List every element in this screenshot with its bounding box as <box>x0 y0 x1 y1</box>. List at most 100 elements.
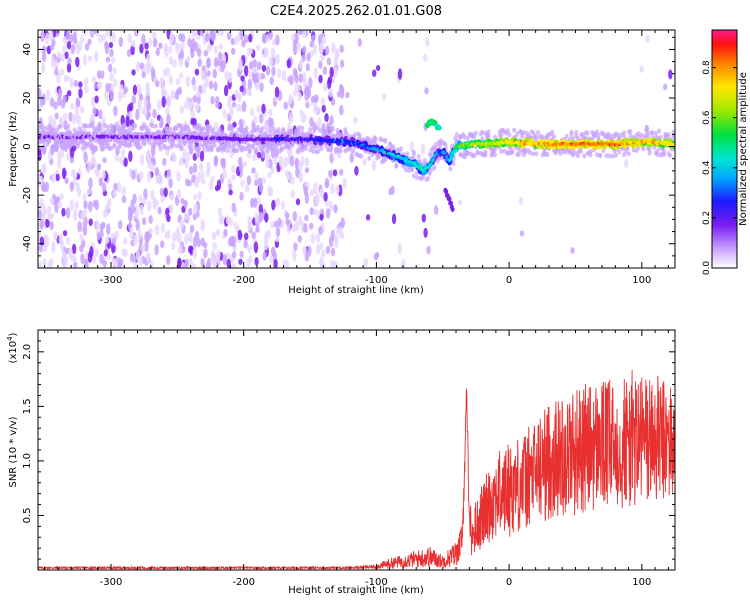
ridge-halo <box>91 125 96 131</box>
ridge-halo <box>271 145 276 151</box>
noise-speckle <box>94 248 99 257</box>
noise-speckle <box>49 97 55 108</box>
noise-speckle <box>381 93 387 101</box>
noise-speckle <box>101 182 107 193</box>
ridge-halo <box>223 143 228 149</box>
noise-speckle <box>151 31 157 40</box>
noise-speckle <box>77 221 82 233</box>
ridge-halo <box>343 127 348 133</box>
noise-speckle <box>105 30 110 37</box>
noise-speckle <box>121 148 126 159</box>
noise-speckle <box>339 83 344 94</box>
noise-speckle <box>248 71 253 78</box>
noise-speckle <box>41 203 46 213</box>
ridge-halo <box>225 148 230 154</box>
noise-speckle <box>239 191 244 201</box>
noise-speckle <box>191 174 196 184</box>
y-tick-label: 1.5 <box>22 398 33 414</box>
noise-speckle <box>247 78 253 90</box>
noise-speckle <box>152 37 158 48</box>
ridge-halo <box>475 150 480 156</box>
ridge-halo <box>330 126 335 132</box>
ridge-halo <box>558 151 563 157</box>
ridge-halo <box>416 154 421 160</box>
noise-speckle <box>131 69 136 76</box>
noise-speckle <box>135 250 141 263</box>
noise-speckle <box>424 87 429 95</box>
ridge-halo <box>43 125 48 131</box>
noise-speckle <box>213 155 219 164</box>
noise-speckle <box>271 39 277 46</box>
ridge-halo <box>521 130 526 136</box>
noise-speckle <box>319 242 324 251</box>
noise-speckle <box>160 240 165 249</box>
noise-speckle <box>192 94 197 103</box>
noise-speckle <box>68 111 73 122</box>
noise-speckle <box>231 101 237 108</box>
noise-speckle <box>72 32 77 41</box>
noise-speckle <box>457 199 463 206</box>
noise-speckle <box>165 107 171 117</box>
noise-speckle <box>106 223 111 236</box>
noise-speckle <box>205 261 211 268</box>
ridge-halo <box>411 152 416 158</box>
noise-speckle <box>639 65 644 73</box>
noise-speckle <box>309 116 314 127</box>
ridge-halo <box>505 128 510 134</box>
noise-speckle <box>150 147 156 157</box>
ridge-halo <box>443 142 448 148</box>
noise-speckle <box>297 91 302 102</box>
noise-speckle <box>274 86 280 98</box>
noise-speckle <box>109 72 114 82</box>
noise-speckle <box>54 67 59 77</box>
noise-speckle <box>252 115 258 124</box>
noise-speckle <box>38 175 43 187</box>
noise-speckle <box>94 95 99 104</box>
noise-speckle <box>39 95 45 107</box>
ridge-halo <box>51 126 56 132</box>
noise-speckle <box>201 178 206 185</box>
noise-speckle <box>191 30 197 38</box>
noise-speckle <box>242 161 248 168</box>
noise-speckle <box>148 227 154 235</box>
noise-speckle <box>110 57 116 64</box>
noise-speckle <box>57 95 62 107</box>
ridge-halo <box>338 148 343 154</box>
noise-speckle <box>149 163 155 173</box>
ridge-halo <box>639 132 644 138</box>
noise-speckle <box>45 234 50 247</box>
noise-speckle <box>159 76 164 86</box>
noise-speckle <box>170 242 176 251</box>
ridge-halo <box>493 152 498 158</box>
noise-speckle <box>55 196 61 203</box>
noise-speckle <box>139 204 144 216</box>
noise-speckle <box>262 251 267 261</box>
noise-speckle <box>128 150 133 162</box>
noise-speckle <box>161 96 166 108</box>
noise-speckle <box>139 154 145 166</box>
noise-speckle <box>215 96 220 104</box>
noise-speckle <box>239 250 244 258</box>
noise-speckle <box>101 170 106 180</box>
noise-speckle <box>269 255 274 264</box>
noise-speckle <box>426 245 431 255</box>
ridge-halo <box>403 167 408 173</box>
noise-speckle <box>106 253 111 261</box>
noise-speckle <box>194 177 200 188</box>
noise-speckle <box>39 236 45 246</box>
noise-speckle <box>123 237 128 245</box>
noise-speckle <box>144 231 149 243</box>
noise-speckle <box>181 261 186 268</box>
ridge-halo <box>211 127 216 133</box>
noise-speckle <box>264 212 269 223</box>
noise-speckle <box>149 260 154 268</box>
x-tick-label: -100 <box>365 275 388 286</box>
noise-speckle <box>88 200 93 213</box>
ridge-halo <box>574 129 579 135</box>
noise-speckle <box>316 117 322 129</box>
ridge-halo <box>55 146 60 152</box>
noise-speckle <box>202 241 208 249</box>
noise-speckle <box>201 70 206 81</box>
noise-speckle <box>135 219 140 231</box>
